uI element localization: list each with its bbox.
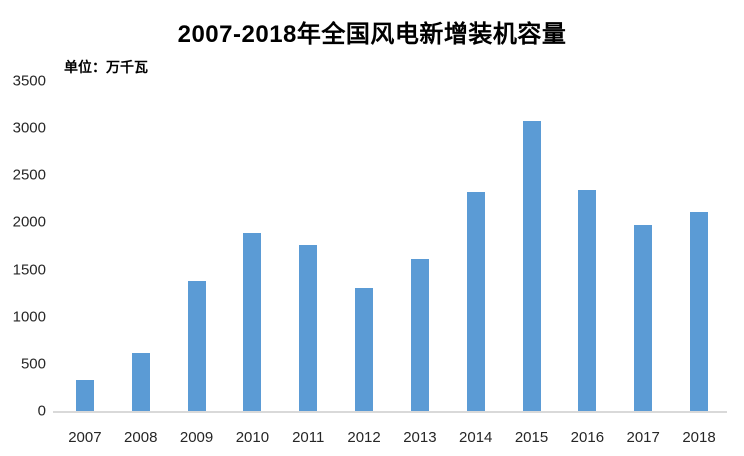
x-tick-label: 2016 <box>570 429 605 446</box>
x-tick-label: 2015 <box>514 429 549 446</box>
x-axis: 2007 2008 2009 2010 2011 2012 2013 2014 2015 2016… <box>57 429 727 446</box>
bar-2014 <box>466 192 485 411</box>
plot-area <box>57 81 727 411</box>
bar-2007 <box>75 379 94 411</box>
y-tick-label: 2500 <box>12 166 46 184</box>
bar-2009 <box>187 280 206 411</box>
bar-2012 <box>355 288 374 411</box>
x-tick-label: 2008 <box>124 429 158 446</box>
bar-2018 <box>690 212 709 411</box>
bar-2008 <box>131 352 150 411</box>
bar-slot <box>224 81 280 411</box>
x-axis-line <box>53 411 727 413</box>
bar-slot <box>671 81 727 411</box>
bar-2016 <box>578 190 597 411</box>
bar-slot <box>504 81 560 411</box>
y-tick-label: 2000 <box>12 213 46 231</box>
x-tick-label: 2018 <box>682 429 716 446</box>
bar-slot <box>392 81 448 411</box>
bar-2015 <box>522 121 541 411</box>
y-tick-label: 1000 <box>12 308 46 326</box>
x-tick-label: 2014 <box>459 429 493 446</box>
y-axis: 0 500 1000 1500 2000 2500 3000 3500 <box>0 73 46 420</box>
y-tick-label: 0 <box>37 402 46 420</box>
x-tick-label: 2013 <box>403 429 437 446</box>
bar-slot <box>559 81 615 411</box>
bar-2010 <box>243 232 262 411</box>
bar-slot <box>113 81 169 411</box>
bar-slot <box>336 81 392 411</box>
bar-slot <box>448 81 504 411</box>
chart-title: 2007-2018年全国风电新增装机容量 <box>177 21 567 48</box>
x-tick-label: 2017 <box>626 429 660 446</box>
x-tick-label: 2009 <box>179 429 214 446</box>
y-tick-label: 1500 <box>12 261 46 279</box>
bar-slot <box>169 81 225 411</box>
y-tick-label: 3000 <box>12 119 46 137</box>
bar-slot <box>615 81 671 411</box>
unit-label: 单位：万千瓦 <box>64 59 148 75</box>
bar-2011 <box>299 245 318 411</box>
x-tick-label: 2010 <box>235 429 270 446</box>
x-tick-label: 2012 <box>347 429 381 446</box>
bar-2017 <box>634 225 653 411</box>
x-tick-label: 2007 <box>68 429 102 446</box>
y-tick-label: 3500 <box>12 72 46 90</box>
y-tick-label: 500 <box>20 355 46 373</box>
bar-slot <box>57 81 113 411</box>
bar-2013 <box>410 259 429 411</box>
bar-slot <box>280 81 336 411</box>
x-tick-label: 2011 <box>292 429 325 446</box>
